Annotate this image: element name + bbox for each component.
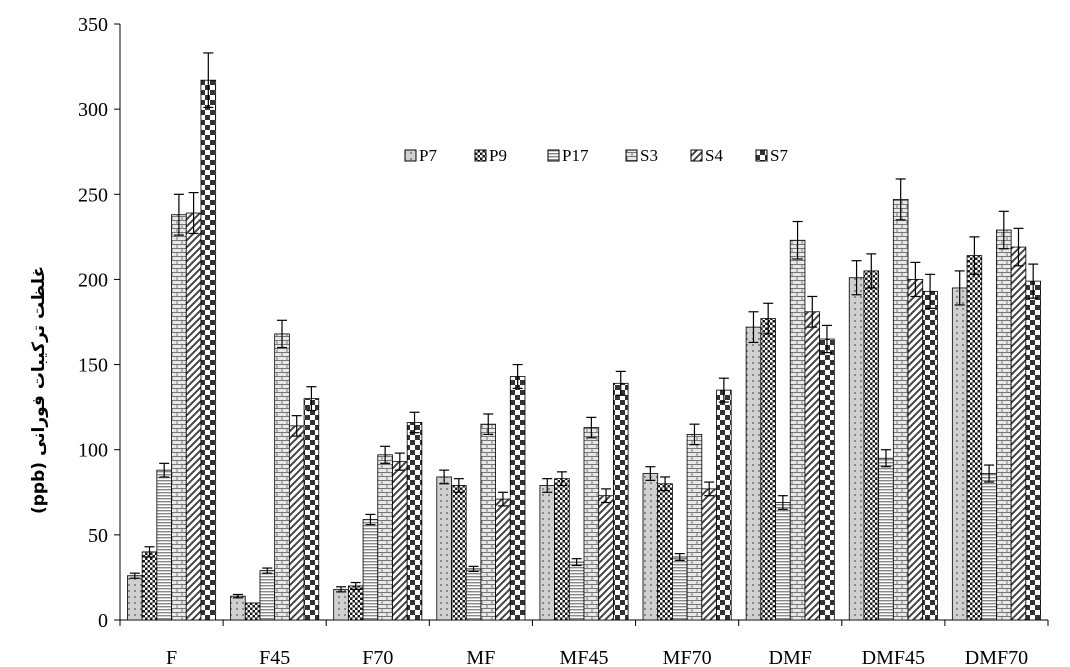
y-tick-label: 350 [78,14,108,36]
bar [303,398,320,621]
series-S3 [171,178,1012,621]
series-S4 [185,191,1027,621]
bar [259,570,276,621]
legend-label: P9 [489,146,507,165]
bar [951,287,968,621]
bar [892,198,909,621]
bar [156,469,172,621]
series-P7 [127,260,968,621]
series-P17 [156,449,997,621]
x-axis: F F45 F70 MF MF45 MF70 DMF DMF45 DMF70 [119,619,1049,667]
x-category-label: MF45 [560,647,609,667]
bar [966,255,983,621]
y-tick-label: 200 [78,269,108,291]
bar [745,326,762,621]
series-P9 [141,236,983,621]
bar [451,485,467,621]
x-category-label: F [166,647,177,667]
bar [436,476,452,621]
legend-label: S4 [705,146,723,165]
bar [701,488,717,621]
bar [863,270,880,621]
bar [200,79,217,621]
x-category-label: MF70 [663,647,712,667]
legend-swatch [404,149,417,162]
bar [274,333,290,621]
series-S7 [200,52,1041,621]
bar [907,279,924,621]
bar [377,454,393,621]
bar [878,457,894,621]
bar [996,229,1012,621]
bar [583,427,600,621]
bar [981,473,997,621]
bar [760,318,776,621]
bar [642,473,659,621]
x-category-label: DMF45 [862,647,925,667]
bar [244,602,261,621]
bar [686,433,703,621]
y-tick-label: 150 [78,355,108,377]
legend: P7 P9 P17 S3 S4 S7 [404,146,788,165]
legend-swatch [474,149,487,162]
bar [554,478,570,621]
bar [804,311,821,621]
legend-label: P7 [419,146,437,165]
legend-label: S7 [770,146,788,165]
bar [568,561,585,621]
bar [392,461,408,621]
x-category-label: F45 [259,647,290,667]
bar [480,423,496,621]
bar [716,389,732,621]
y-tick-label: 100 [78,440,108,462]
legend-label: S3 [640,146,658,165]
bar [509,376,526,621]
bar [819,338,835,621]
y-tick-label: 0 [98,610,108,632]
bar [495,498,511,621]
bar [347,585,364,621]
y-tick-label: 300 [78,99,108,121]
legend-swatch [755,149,768,162]
bar [171,214,187,621]
legend-label: P17 [562,146,589,165]
bars [127,52,1041,621]
bar [1010,246,1027,621]
bar [1025,280,1041,621]
y-axis-label: غلظت ترکیبات فورانی (ppb) [29,266,49,514]
bar [922,290,938,621]
x-category-label: MF [466,647,495,667]
bar [185,212,202,621]
bar [789,239,806,621]
legend-swatch [547,149,560,162]
bar [657,483,673,621]
y-tick-label: 50 [88,525,108,547]
bar [775,502,791,621]
x-category-label: DMF70 [965,647,1028,667]
x-category-label: F70 [362,647,393,667]
bar [465,568,482,621]
bar [598,495,614,621]
y-axis: 0 50 100 150 200 250 300 350 [78,14,121,632]
bar [141,551,158,621]
y-tick-label: 250 [78,184,108,206]
bar [406,422,423,621]
bar [230,595,246,621]
bar [362,519,379,621]
bar [672,556,688,621]
bar [333,588,349,621]
legend-swatch [625,149,638,162]
bar [613,382,629,621]
bar [539,485,556,621]
bar [848,277,865,621]
x-category-label: DMF [769,647,812,667]
bar [127,575,143,621]
bar [288,425,305,621]
legend-swatch [690,149,703,162]
